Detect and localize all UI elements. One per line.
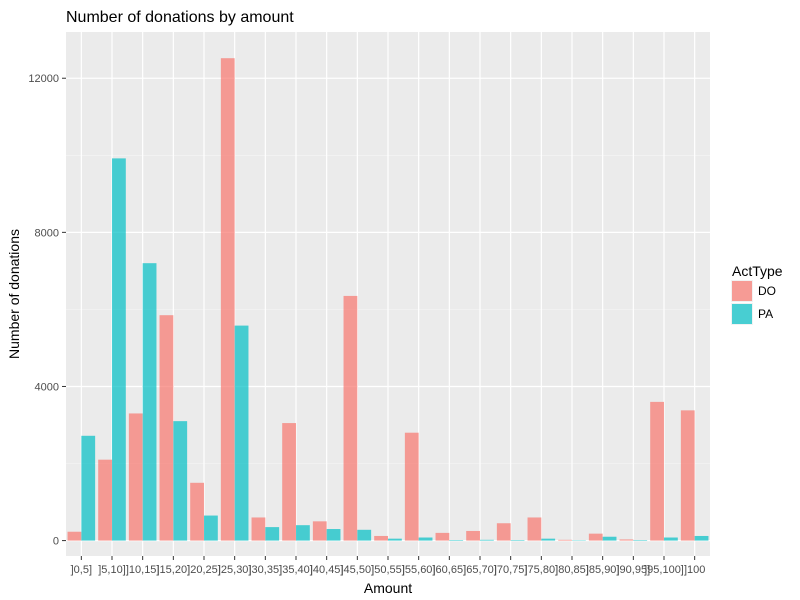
- x-tick-label: ]35,40]: [279, 564, 313, 576]
- bar-pa-3: [173, 421, 188, 541]
- x-tick-label: ]15,20]: [157, 564, 191, 576]
- bar-do-0: [67, 531, 82, 541]
- bar-do-7: [282, 423, 296, 541]
- legend-label-pa: PA: [758, 307, 773, 321]
- bar-pa-14: [510, 540, 525, 541]
- legend-label-do: DO: [758, 284, 776, 298]
- x-tick-label: ]50,55]: [371, 564, 405, 576]
- x-tick-label: ]90,95]: [617, 564, 651, 576]
- x-axis-title: Amount: [364, 580, 412, 596]
- x-tick-label: ]60,65]: [433, 564, 467, 576]
- legend: ActType DO PA: [731, 263, 783, 325]
- bar-pa-17: [602, 536, 617, 541]
- bar-pa-4: [204, 515, 218, 541]
- bar-do-13: [466, 530, 480, 541]
- x-tick-label: ]5,10]: [98, 564, 126, 576]
- bar-do-3: [159, 315, 174, 541]
- bar-do-11: [404, 432, 419, 541]
- bar-pa-19: [664, 537, 678, 541]
- y-axis-title: Number of donations: [6, 229, 22, 359]
- chart-title: Number of donations by amount: [66, 9, 294, 26]
- bar-pa-20: [694, 535, 709, 541]
- legend-swatch-pa: [732, 304, 752, 324]
- bar-pa-2: [142, 263, 157, 541]
- x-tick-label: ]40,45]: [310, 564, 344, 576]
- legend-swatch-do: [732, 281, 752, 301]
- bar-pa-11: [418, 537, 433, 541]
- x-tick-label: ]45,50]: [341, 564, 375, 576]
- x-tick-label: ]20,25]: [187, 564, 221, 576]
- y-tick-label: 12000: [28, 73, 59, 85]
- bar-pa-18: [633, 540, 648, 541]
- bar-pa-9: [357, 529, 372, 541]
- bar-pa-15: [541, 538, 556, 541]
- bar-pa-10: [388, 538, 402, 541]
- bar-do-4: [190, 482, 204, 541]
- y-axis-ticks: 0 4000 8000 12000: [28, 73, 66, 548]
- x-tick-label: ]30,35]: [249, 564, 283, 576]
- bar-do-8: [312, 521, 327, 541]
- bar-do-12: [435, 532, 450, 541]
- bar-do-20: [680, 410, 695, 541]
- bar-do-19: [650, 401, 664, 541]
- bar-pa-12: [449, 540, 464, 541]
- bar-pa-0: [81, 435, 96, 541]
- x-tick-label: ]55,60]: [402, 564, 436, 576]
- bar-do-9: [343, 295, 358, 541]
- y-tick-label: 4000: [35, 381, 59, 393]
- x-tick-label: ]70,75]: [494, 564, 528, 576]
- x-tick-label: ]10,15]: [126, 564, 160, 576]
- bar-pa-6: [265, 527, 280, 541]
- x-tick-label: ]25,30]: [218, 564, 252, 576]
- bar-do-17: [588, 533, 603, 541]
- bar-pa-13: [480, 539, 494, 541]
- bar-do-6: [251, 517, 266, 541]
- x-tick-label: ]95,100]: [644, 564, 684, 576]
- bar-do-10: [374, 535, 388, 541]
- y-tick-label: 8000: [35, 227, 59, 239]
- y-tick-label: 0: [53, 536, 59, 548]
- bar-do-18: [619, 539, 634, 541]
- bar-do-5: [220, 58, 235, 541]
- x-tick-label: ]65,70]: [463, 564, 497, 576]
- x-tick-label: ]0,5]: [71, 564, 92, 576]
- x-axis-ticks: ]0,5] ]5,10]]10,15]]15,20]]20,25]]25,30]]…: [71, 556, 705, 576]
- bar-layer: [67, 58, 709, 541]
- bar-pa-7: [296, 525, 310, 541]
- legend-title: ActType: [732, 263, 783, 279]
- bar-do-16: [558, 539, 572, 541]
- bar-do-2: [128, 413, 143, 541]
- bar-pa-1: [112, 158, 126, 541]
- x-tick-label: ]80,85]: [555, 564, 589, 576]
- x-tick-label: ]100: [684, 564, 705, 576]
- bar-do-14: [496, 523, 511, 541]
- legend-items: DO PA: [731, 280, 776, 325]
- x-tick-label: ]85,90]: [586, 564, 620, 576]
- bar-do-1: [98, 459, 112, 541]
- bar-pa-8: [326, 529, 341, 541]
- bar-pa-5: [234, 325, 249, 541]
- bar-do-15: [527, 517, 542, 541]
- x-tick-label: ]75,80]: [525, 564, 559, 576]
